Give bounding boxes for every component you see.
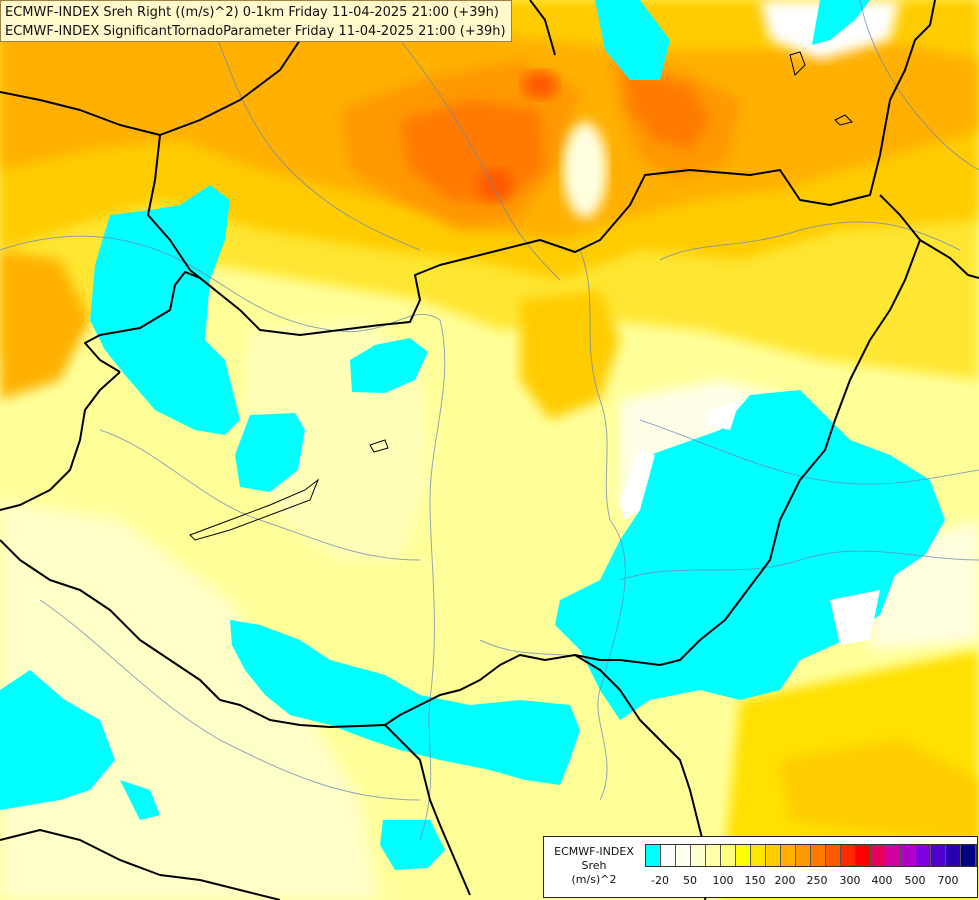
legend-swatches [645,844,977,867]
legend-field: Sreh [581,859,607,872]
legend-tick-label: 400 [871,874,893,887]
rivers [0,0,979,841]
legend-tick-label: 700 [937,874,959,887]
legend-tick-label: 50 [683,874,697,887]
legend-swatch [901,845,916,866]
legend-swatch [691,845,706,866]
legend-swatch [781,845,796,866]
legend-swatch [646,845,661,866]
legend-tick-label: 500 [904,874,926,887]
legend-swatch [961,845,976,866]
legend-swatch [916,845,931,866]
legend-tick-label: 150 [744,874,766,887]
legend-ticks: -20 50 100 150 200 250 300 400 500 700 [645,874,975,890]
legend-swatch [661,845,676,866]
title-line-sreh: ECMWF-INDEX Sreh Right ((m/s)^2) 0-1km F… [5,5,499,20]
legend-tick-label: -20 [651,874,669,887]
legend-swatch [871,845,886,866]
legend-swatch [826,845,841,866]
legend-swatch [886,845,901,866]
legend-tick-label: 100 [712,874,734,887]
legend-swatch [736,845,751,866]
legend-swatch [721,845,736,866]
legend-swatch [946,845,961,866]
legend-swatch [931,845,946,866]
legend-swatch [751,845,766,866]
legend-swatch [706,845,721,866]
legend-swatch [811,845,826,866]
lakes [189,51,853,541]
legend-swatch [841,845,856,866]
legend-swatch [856,845,871,866]
color-legend: ECMWF-INDEX Sreh (m/s)^2 -20 50 100 150 200 2… [543,836,978,898]
legend-swatch [676,845,691,866]
legend-tick-label: 200 [774,874,796,887]
legend-label: ECMWF-INDEX Sreh (m/s)^2 [546,845,642,887]
legend-unit: (m/s)^2 [571,873,617,886]
legend-tick-label: 300 [839,874,861,887]
legend-model: ECMWF-INDEX [554,845,634,858]
title-line-stp: ECMWF-INDEX SignificantTornadoParameter … [5,24,506,39]
legend-tick-label: 250 [806,874,828,887]
legend-swatch [766,845,781,866]
map-title-box: ECMWF-INDEX Sreh Right ((m/s)^2) 0-1km F… [0,0,512,42]
white-rim-areas [620,400,880,645]
legend-swatch [796,845,811,866]
